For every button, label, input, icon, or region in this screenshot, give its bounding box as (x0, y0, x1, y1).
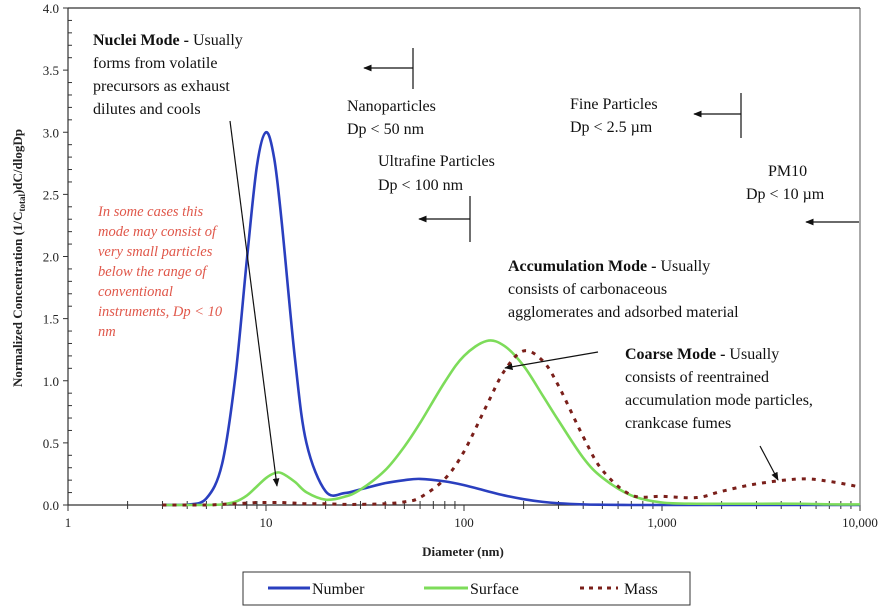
svg-text:very small particles: very small particles (98, 244, 213, 260)
svg-text:below the range of: below the range of (98, 264, 208, 280)
svg-text:Number: Number (312, 581, 365, 598)
nanoparticles-annotation: Nanoparticles Dp < 50 nm (347, 48, 436, 138)
svg-text:Fine Particles: Fine Particles (570, 96, 658, 113)
x-tick-label: 1 (65, 515, 72, 530)
series-layer (162, 130, 861, 507)
svg-text:PM10: PM10 (768, 163, 807, 180)
x-axis-label: Diameter (nm) (422, 544, 504, 559)
y-tick-label: 3.5 (43, 63, 59, 78)
svg-text:Mass: Mass (624, 581, 658, 598)
x-tick-label: 10 (260, 515, 273, 530)
legend-item-number: Number (268, 581, 365, 598)
legend-item-mass: Mass (580, 581, 658, 598)
svg-text:Nuclei Mode - Usually: Nuclei Mode - Usually (93, 32, 243, 49)
svg-text:consists of carbonaceous: consists of carbonaceous (508, 281, 667, 298)
y-tick-label: 4.0 (43, 1, 59, 16)
svg-text:crankcase fumes: crankcase fumes (625, 415, 731, 432)
svg-text:conventional: conventional (98, 284, 173, 300)
svg-text:instruments, Dp < 10: instruments, Dp < 10 (98, 304, 223, 320)
legend: Number Surface Mass (242, 571, 691, 606)
svg-text:consists of reentrained: consists of reentrained (625, 369, 769, 386)
accumulation-mode-annotation: Accumulation Mode - Usually consists of … (504, 258, 739, 371)
svg-text:Surface: Surface (470, 581, 519, 598)
y-tick-label: 3.0 (43, 125, 59, 140)
y-tick-label: 1.0 (43, 374, 59, 389)
coarse-mode-annotation: Coarse Mode - Usually consists of reentr… (625, 346, 813, 481)
y-tick-label: 0.0 (43, 498, 59, 513)
svg-text:dilutes and cools: dilutes and cools (93, 101, 201, 118)
svg-text:Coarse Mode - Usually: Coarse Mode - Usually (625, 346, 779, 363)
x-tick-label: 1,000 (647, 515, 676, 530)
svg-text:Ultrafine Particles: Ultrafine Particles (378, 153, 495, 170)
svg-text:Dp < 100 nm: Dp < 100 nm (378, 177, 464, 194)
fine-particles-annotation: Fine Particles Dp < 2.5 µm (570, 93, 742, 138)
svg-text:Dp < 2.5 µm: Dp < 2.5 µm (570, 119, 653, 136)
y-tick-label: 2.5 (43, 187, 59, 202)
svg-text:Nanoparticles: Nanoparticles (347, 98, 436, 115)
svg-text:Accumulation Mode - Usually: Accumulation Mode - Usually (508, 258, 710, 275)
svg-text:Dp < 50 nm: Dp < 50 nm (347, 121, 425, 138)
x-tick-label: 100 (454, 515, 474, 530)
series-line-mass (162, 349, 861, 507)
svg-text:precursors as exhaust: precursors as exhaust (93, 78, 230, 95)
pm10-annotation: PM10 Dp < 10 µm (746, 163, 859, 226)
nuclei-arrow (229, 120, 280, 487)
series-line-number (162, 130, 860, 507)
series-line-surface (162, 339, 861, 507)
ultrafine-annotation: Ultrafine Particles Dp < 100 nm (378, 153, 495, 242)
svg-text:In some cases this: In some cases this (97, 204, 203, 220)
y-tick-label: 1.5 (43, 312, 59, 327)
svg-text:Dp < 10 µm: Dp < 10 µm (746, 186, 825, 203)
y-tick-label: 0.5 (43, 436, 59, 451)
y-axis-label: Normalized Concentration (1/Ctotal)dC/dl… (10, 129, 27, 387)
svg-text:nm: nm (98, 324, 116, 340)
svg-text:forms from volatile: forms from volatile (93, 55, 217, 72)
legend-item-surface: Surface (424, 581, 519, 598)
y-tick-label: 2.0 (43, 250, 59, 265)
svg-text:mode may consist of: mode may consist of (98, 224, 218, 240)
x-tick-label: 10,000 (842, 515, 878, 530)
nuclei-note: In some cases this mode may consist of v… (97, 204, 223, 340)
nuclei-mode-annotation: Nuclei Mode - Usually forms from volatil… (93, 32, 280, 487)
svg-text:accumulation mode particles,: accumulation mode particles, (625, 392, 813, 409)
svg-text:agglomerates and adsorbed mate: agglomerates and adsorbed material (508, 304, 739, 321)
